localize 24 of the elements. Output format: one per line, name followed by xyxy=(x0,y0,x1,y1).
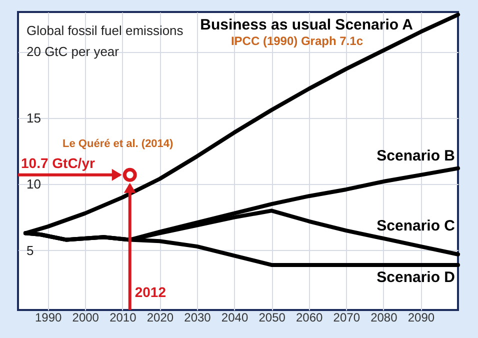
x-tick-label: 2040 xyxy=(221,310,248,324)
x-tick-label: 2080 xyxy=(370,310,398,324)
y-tick-label: 15 xyxy=(26,110,41,126)
y-tick-label: 10 xyxy=(26,176,41,192)
ref-line-label: 2012 xyxy=(134,284,166,300)
x-tick-label: 2000 xyxy=(72,310,100,324)
x-tick-label: 2060 xyxy=(296,310,324,324)
y-tick-label: 5 xyxy=(26,242,34,258)
series-label: Scenario C xyxy=(376,217,456,234)
x-tick-label: 2030 xyxy=(184,310,212,324)
series-label: Scenario D xyxy=(376,268,456,286)
x-tick-label: 1990 xyxy=(34,310,62,324)
x-tick-label: 2020 xyxy=(146,310,174,324)
x-tick-label: 2050 xyxy=(258,310,286,324)
annotation: Le Quéré et al. (2014) xyxy=(62,138,174,150)
ref-line-label: 10.7 GtC/yr xyxy=(21,154,96,171)
x-tick-label: 2010 xyxy=(110,310,137,324)
x-tick-label: 2090 xyxy=(408,310,435,324)
y-axis-title: Global fossil fuel emissions xyxy=(26,23,184,38)
series-label: Scenario B xyxy=(376,147,456,164)
annotation: IPCC (1990) Graph 7.1c xyxy=(230,34,364,48)
y-tick-label: 20 GtC per year xyxy=(26,44,120,60)
x-tick-label: 2070 xyxy=(333,310,360,324)
series-label: Business as usual Scenario A xyxy=(200,16,414,34)
